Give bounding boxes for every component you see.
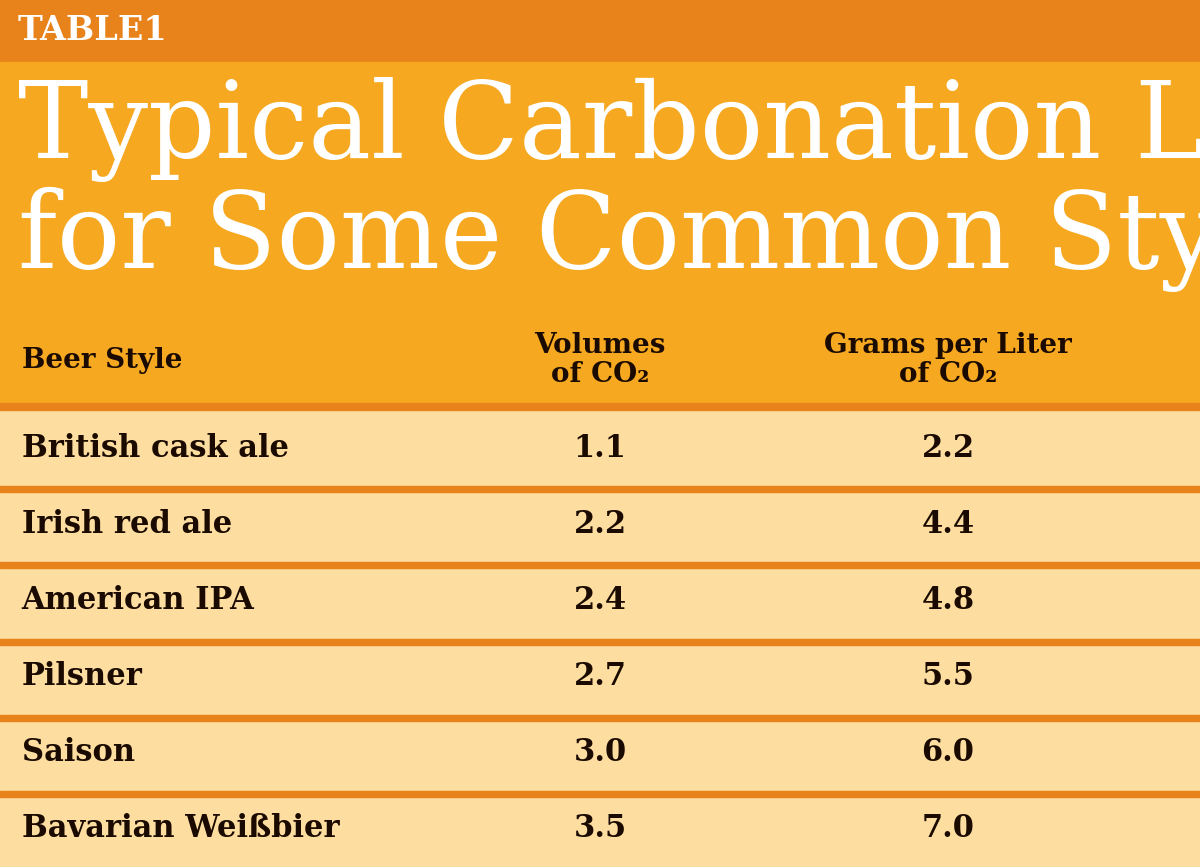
Text: 2.2: 2.2 — [574, 509, 626, 540]
Text: 4.4: 4.4 — [922, 509, 974, 540]
Bar — [0, 0, 1200, 62]
Bar — [0, 317, 1200, 403]
Text: Beer Style: Beer Style — [22, 347, 182, 374]
Bar — [0, 486, 1200, 492]
Bar — [0, 486, 1200, 563]
Bar — [0, 638, 1200, 644]
Text: 2.2: 2.2 — [922, 433, 974, 464]
Text: 2.7: 2.7 — [574, 661, 626, 692]
Text: American IPA: American IPA — [22, 585, 254, 616]
Text: 2.4: 2.4 — [574, 585, 626, 616]
Text: 7.0: 7.0 — [922, 813, 974, 844]
Bar — [0, 714, 1200, 791]
Text: British cask ale: British cask ale — [22, 433, 289, 464]
Text: Typical Carbonation Levels
for Some Common Styles: Typical Carbonation Levels for Some Comm… — [18, 77, 1200, 291]
Text: Volumes
of CO₂: Volumes of CO₂ — [534, 332, 666, 388]
Text: Pilsner: Pilsner — [22, 661, 143, 692]
Text: 3.5: 3.5 — [574, 813, 626, 844]
Text: 1.1: 1.1 — [574, 433, 626, 464]
Bar — [0, 563, 1200, 569]
Text: TABLE1: TABLE1 — [18, 15, 168, 48]
Text: Saison: Saison — [22, 737, 134, 768]
Text: Irish red ale: Irish red ale — [22, 509, 232, 540]
Text: 4.8: 4.8 — [922, 585, 974, 616]
Bar — [0, 563, 1200, 638]
Bar — [0, 714, 1200, 720]
Bar — [0, 403, 1200, 410]
Bar — [0, 62, 1200, 317]
Bar — [0, 410, 1200, 486]
Text: 3.0: 3.0 — [574, 737, 626, 768]
Text: Grams per Liter
of CO₂: Grams per Liter of CO₂ — [824, 332, 1072, 388]
Text: Bavarian Weißbier: Bavarian Weißbier — [22, 813, 340, 844]
Bar — [0, 791, 1200, 797]
Text: 5.5: 5.5 — [922, 661, 974, 692]
Bar — [0, 638, 1200, 714]
Text: 6.0: 6.0 — [922, 737, 974, 768]
Bar — [0, 791, 1200, 867]
